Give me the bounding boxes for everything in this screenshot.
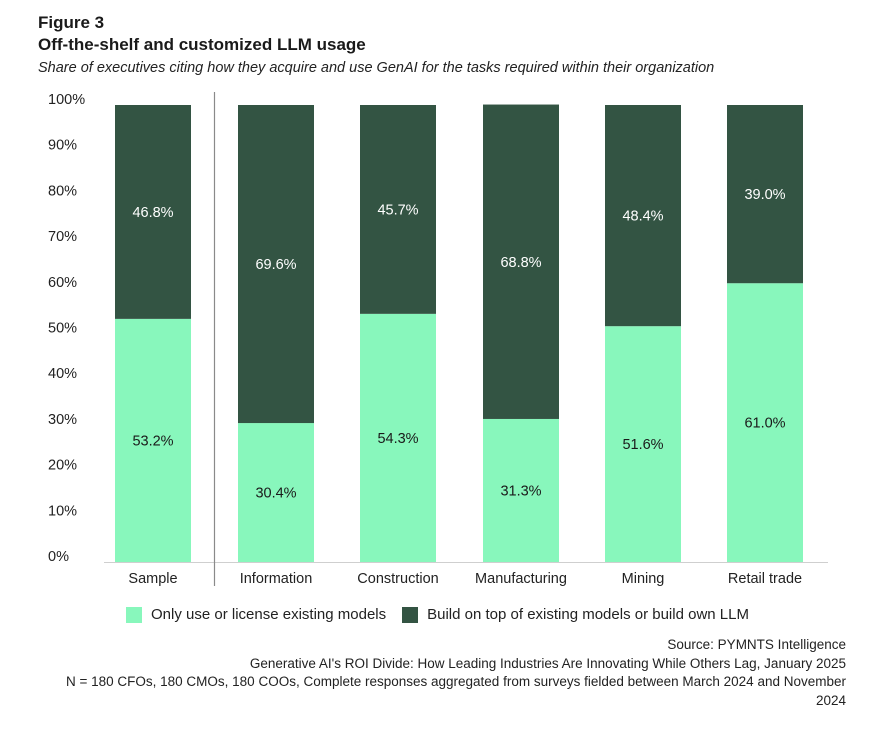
y-tick-label: 30% — [48, 412, 77, 428]
y-tick-label: 10% — [48, 503, 77, 519]
bar-license — [360, 313, 436, 562]
y-tick-label: 0% — [48, 549, 69, 565]
x-tick-label: Sample — [128, 571, 177, 587]
x-tick-label: Manufacturing — [475, 571, 567, 587]
x-tick-label: Mining — [622, 571, 665, 587]
data-label-license: 51.6% — [622, 437, 663, 453]
source-line: Source: PYMNTS Intelligence — [667, 637, 846, 652]
y-tick-label: 20% — [48, 458, 77, 474]
data-label-license: 61.0% — [744, 416, 785, 432]
chart-subtitle: Share of executives citing how they acqu… — [38, 60, 715, 76]
y-tick-label: 60% — [48, 275, 77, 291]
legend-label-license: Only use or license existing models — [151, 606, 387, 623]
legend-swatch-build — [402, 606, 419, 623]
x-tick-label: Construction — [357, 571, 438, 587]
y-tick-label: 90% — [48, 138, 77, 154]
report-line: Generative AI's ROI Divide: How Leading … — [249, 655, 846, 671]
bar-license — [727, 283, 803, 562]
y-tick-label: 50% — [48, 321, 77, 337]
y-tick-label: 40% — [48, 366, 77, 382]
chart-legend: Only use or license existing models Buil… — [0, 606, 875, 623]
sample-note: N = 180 CFOs, 180 CMOs, 180 COOs, Comple… — [65, 674, 846, 708]
data-label-build: 68.8% — [500, 255, 541, 271]
bar-license — [483, 418, 559, 562]
data-label-build: 48.4% — [622, 209, 663, 225]
bar-build — [605, 105, 681, 327]
bar-build — [360, 105, 436, 314]
data-label-license: 54.3% — [377, 431, 418, 447]
y-tick-label: 100% — [48, 92, 85, 108]
data-label-build: 45.7% — [377, 202, 418, 218]
legend-item-license: Only use or license existing models — [126, 606, 386, 623]
data-label-build: 46.8% — [132, 205, 173, 221]
data-label-build: 39.0% — [744, 187, 785, 203]
bar-license — [605, 326, 681, 562]
data-label-license: 31.3% — [500, 483, 541, 499]
bar-build — [115, 105, 191, 319]
bar-build — [238, 105, 314, 424]
bar-license — [115, 318, 191, 562]
x-tick-label: Retail trade — [728, 571, 802, 587]
bar-build — [483, 104, 559, 419]
figure-label: Figure 3 — [38, 13, 105, 32]
y-tick-label: 80% — [48, 183, 77, 199]
chart-header: Figure 3 Off-the-shelf and customized LL… — [38, 12, 855, 78]
data-label-license: 53.2% — [132, 433, 173, 449]
y-tick-label: 70% — [48, 229, 77, 245]
data-label-build: 69.6% — [255, 257, 296, 273]
x-tick-label: Information — [240, 571, 313, 587]
legend-swatch-license — [126, 606, 143, 623]
stacked-bar-chart: 0% 10% 20% 30% 40% 50% 60% 70% 80% 90% 100% 53.2% 46… — [48, 92, 828, 587]
data-label-license: 30.4% — [255, 486, 296, 502]
bar-license — [238, 423, 314, 562]
source-notes: Source: PYMNTS Intelligence Generative A… — [46, 636, 846, 710]
legend-item-build: Build on top of existing models or build… — [402, 606, 749, 623]
chart-title: Off-the-shelf and customized LLM usage — [38, 35, 366, 54]
bar-build — [727, 105, 803, 284]
legend-label-build: Build on top of existing models or build… — [427, 606, 749, 623]
